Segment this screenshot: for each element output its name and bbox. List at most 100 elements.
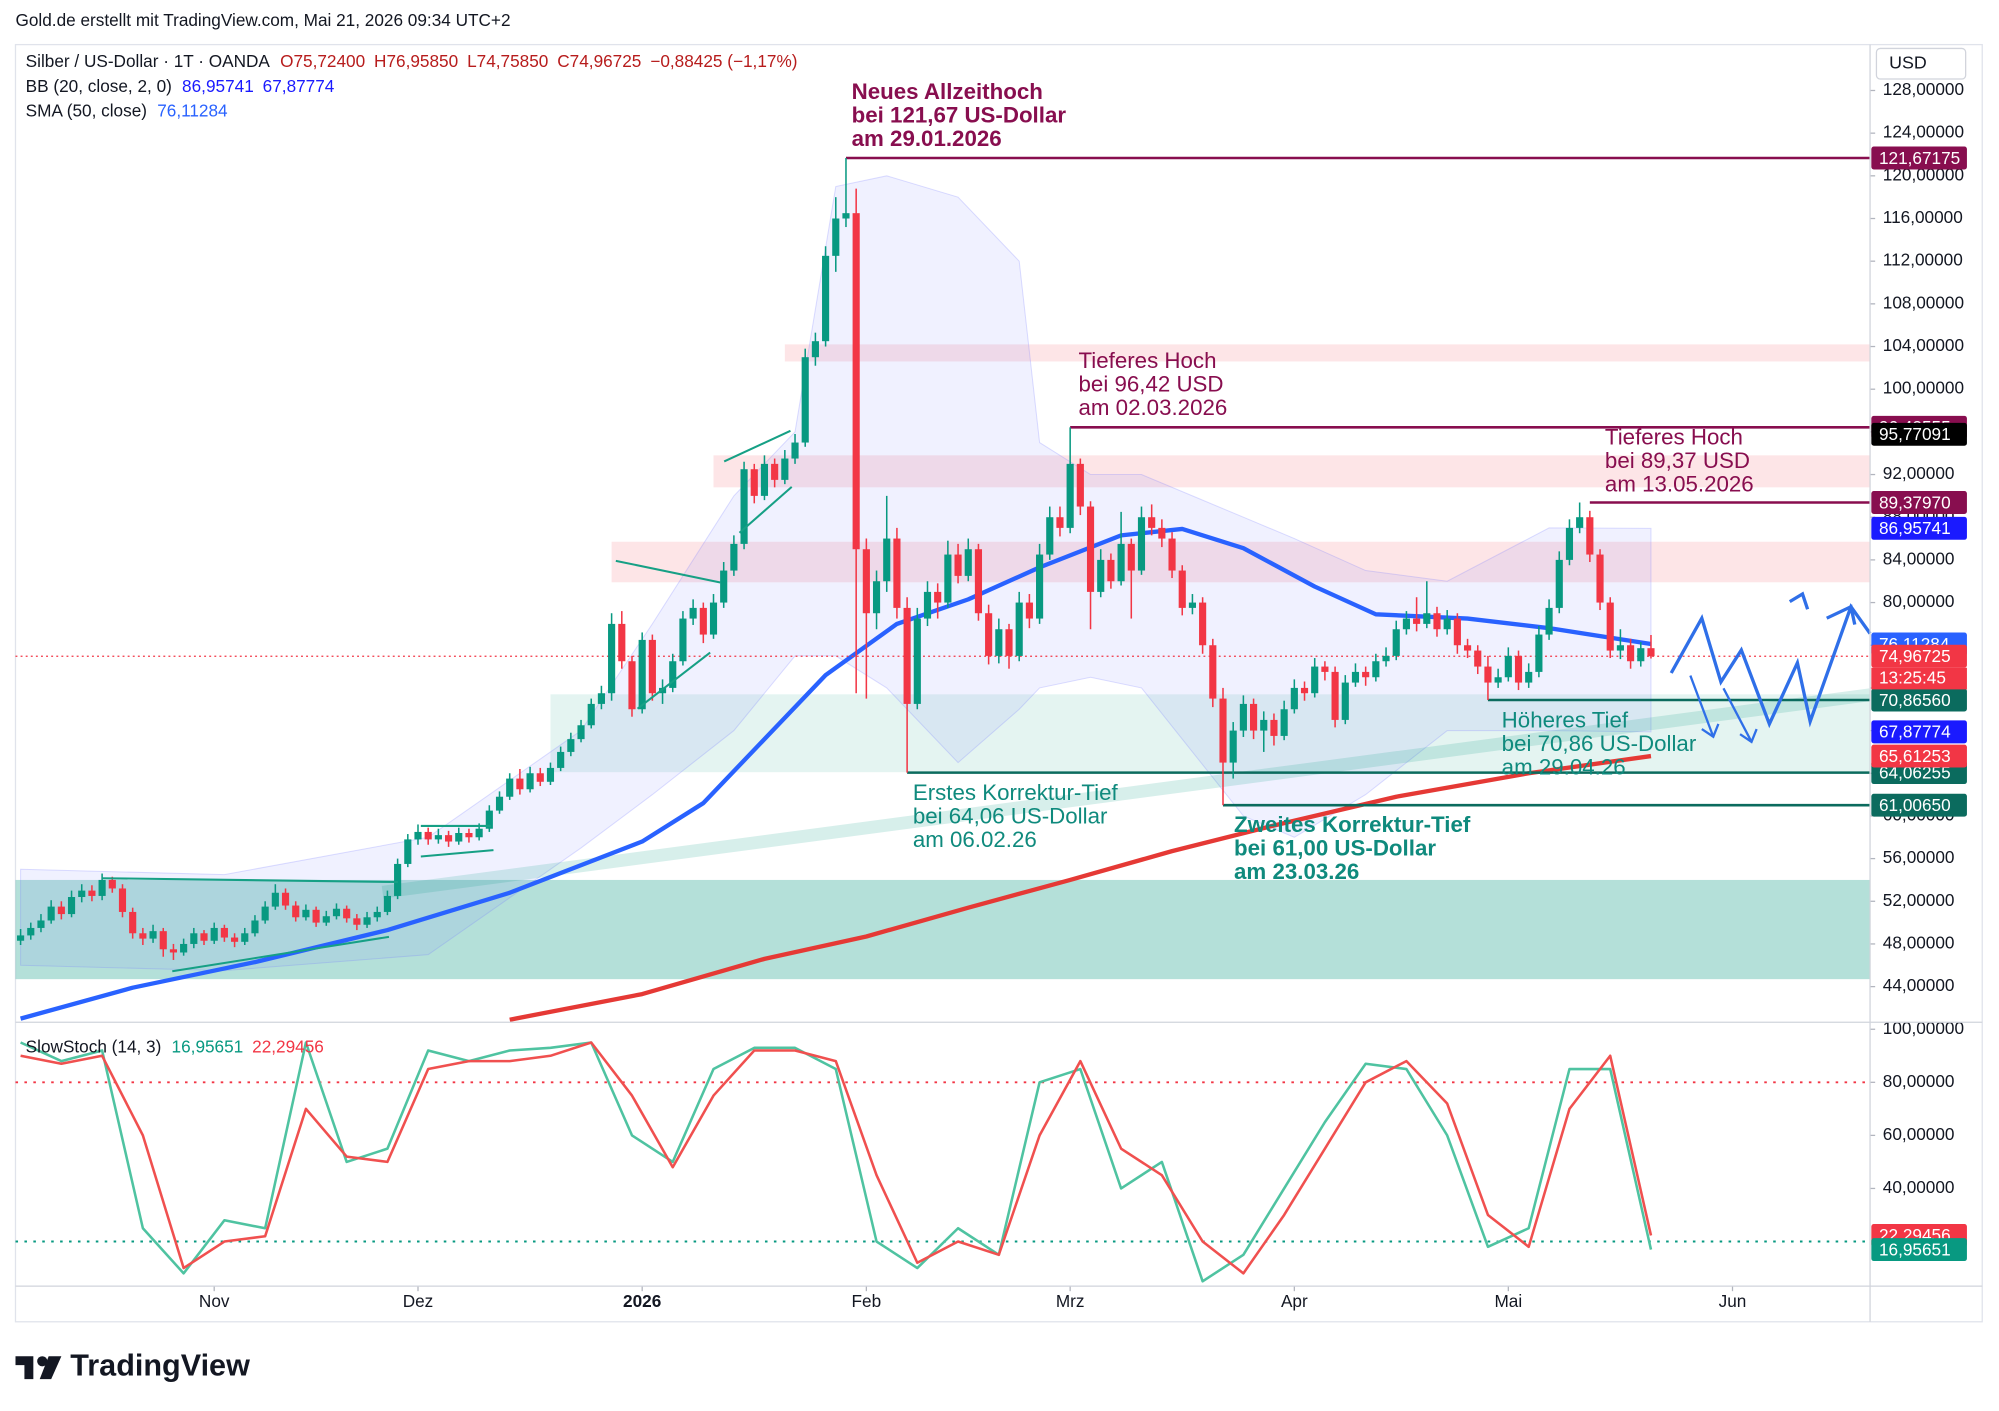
candle-body [1341,682,1349,720]
candle-body [1300,687,1309,694]
candle-body [872,581,881,614]
annotation: am 29.04.26 [1502,754,1626,779]
price-label: 74,96725 [1879,646,1951,666]
candle-body [455,832,463,842]
candle-body [1086,506,1095,592]
x-tick-label: Feb [852,1291,882,1311]
legend-value: 22,29456 [252,1036,324,1056]
logo-mark [39,1356,62,1380]
trendline [615,559,721,584]
y-tick-label: 80,00000 [1883,591,1955,611]
currency[interactable]: USD [1889,52,1927,72]
candle-body [1036,554,1044,619]
candle-body [1555,559,1563,608]
arrow [1722,687,1753,743]
candle-body [1535,634,1543,672]
candle-body [1076,463,1084,507]
price-label-box [1871,688,1967,712]
currency-box[interactable] [1875,47,1967,80]
candle-body [546,767,555,782]
candle-body [1413,618,1421,624]
candle-body [781,458,789,480]
y-tick-label: 104,00000 [1883,335,1964,355]
candle-body [1015,602,1023,656]
candle-body [434,835,442,840]
candle-body [57,906,65,915]
x-tick-label: Mai [1494,1291,1522,1311]
candle-body [648,639,656,694]
candle-body [1484,666,1492,683]
trendline [172,935,390,973]
candle-body [210,927,218,941]
candle-body [1474,650,1482,667]
price-label-box [1871,422,1967,446]
candle-body [159,931,167,950]
trendline [420,849,494,858]
candle-body [1616,645,1624,651]
zone [15,879,1871,980]
oscillator-line [20,1041,1653,1275]
candle-body [1137,517,1146,571]
price-label: 95,77091 [1879,424,1951,444]
candle-body [292,905,300,918]
candle-body [1097,559,1105,592]
y-tick-label: 44,00000 [1883,975,1955,995]
candle-body [811,341,819,358]
annotation: bei 96,42 USD [1079,371,1224,396]
candle-body [1453,618,1461,646]
candle-body [1372,661,1380,678]
candle-body [1056,517,1064,528]
candle-body [1178,570,1186,608]
candle-body [1025,602,1033,619]
annotation: bei 70,86 US-Dollar [1502,731,1697,756]
candle-body [129,911,137,934]
candle-body [913,618,921,704]
price-label-box [1871,1238,1967,1262]
price-label: 65,61253 [1879,746,1951,766]
logo-mark [37,1356,48,1367]
x-tick-label: 2026 [623,1291,661,1311]
patterns [102,429,793,973]
candle-body [750,469,758,496]
candle-body [995,629,1003,656]
y-tick-label: 116,00000 [1883,207,1963,227]
candle-body [628,661,636,710]
candle-body [414,831,422,840]
candle-body [1351,671,1360,683]
candle-body [1647,648,1655,657]
candle-body [404,839,412,864]
candle-body [465,832,473,838]
candle-body [1229,730,1237,763]
moving-average [20,526,1652,1021]
x-tick-label: Dez [403,1291,434,1311]
candle-body [1148,517,1156,528]
price-label: 86,95741 [1879,518,1951,538]
trendline [102,877,398,884]
price-label: 67,87774 [1879,722,1951,742]
candle-body [1199,602,1207,646]
legend-value: 16,95651 [172,1036,244,1056]
candle-body [1270,719,1278,736]
y-tick-label: 40,00000 [1883,1177,1955,1197]
candle-body [536,773,544,782]
candle-body [903,607,911,704]
price-label-box [1871,516,1967,540]
candle-body [241,933,249,942]
price-label: 70,86560 [1879,690,1951,710]
annotation: Tieferes Hoch [1079,348,1217,373]
price-label-box [1871,644,1967,668]
candle-body [1250,703,1258,731]
annotation: am 02.03.2026 [1079,395,1228,420]
candle-body [302,909,310,918]
candle-body [231,937,239,942]
logo: TradingView [15,1349,250,1383]
annotation: am 06.02.26 [913,827,1037,852]
candle-body [1107,559,1115,582]
candle-body [108,879,116,889]
candle-body [475,828,483,838]
candle-body [1545,607,1553,635]
trendline [723,429,791,463]
candle-body [1331,671,1339,720]
